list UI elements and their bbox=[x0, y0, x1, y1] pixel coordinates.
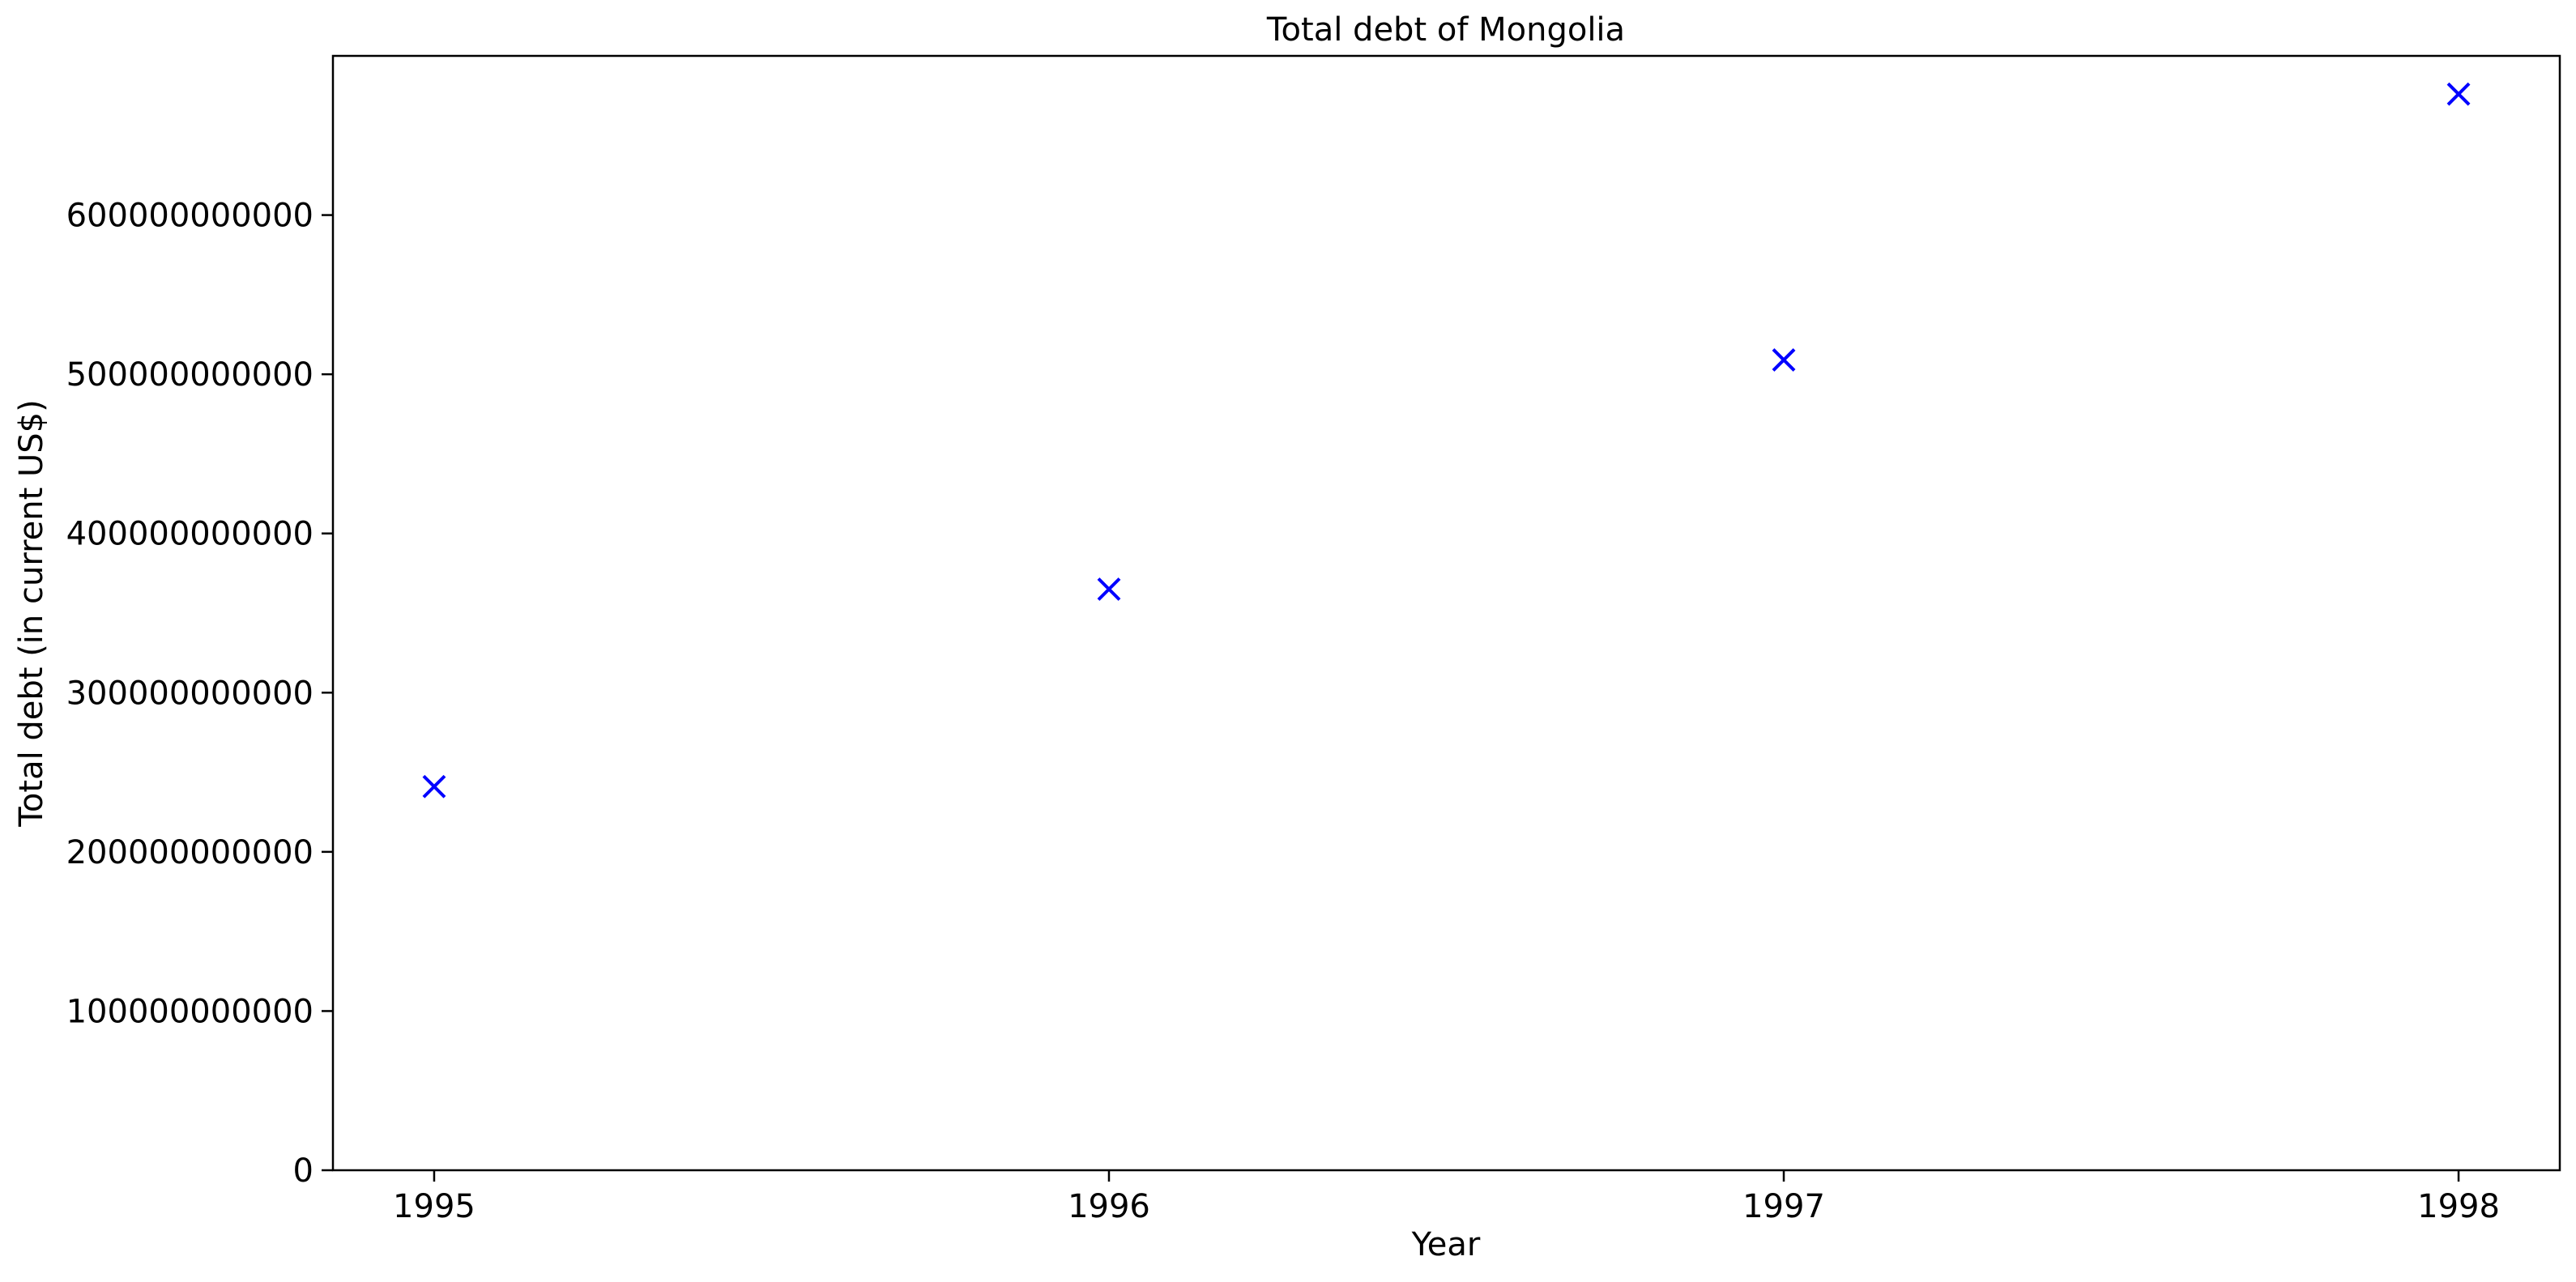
x-tick-label: 1995 bbox=[393, 1188, 476, 1225]
plot-area-frame bbox=[331, 54, 2561, 1172]
data-point-marker bbox=[422, 774, 446, 799]
marker-stroke bbox=[2446, 82, 2471, 106]
data-points bbox=[422, 82, 2471, 799]
y-tick-label: 200000000000 bbox=[66, 834, 313, 871]
y-tick-label: 500000000000 bbox=[66, 356, 313, 394]
y-tick-label: 300000000000 bbox=[66, 675, 313, 712]
data-point-marker bbox=[1097, 577, 1121, 601]
x-axis-title: Year bbox=[1411, 1226, 1481, 1263]
y-axis-title: Total debt (in current US$) bbox=[13, 399, 50, 827]
marker-stroke bbox=[422, 774, 446, 799]
data-point-marker bbox=[2446, 82, 2471, 106]
x-tick-label: 1996 bbox=[1068, 1188, 1150, 1225]
x-tick-label: 1997 bbox=[1742, 1188, 1825, 1225]
x-axis: 1995 1996 1997 1998 bbox=[393, 1170, 2500, 1225]
y-tick-label: 400000000000 bbox=[66, 516, 313, 553]
y-axis: 0 100000000000 200000000000 300000000000 400… bbox=[66, 198, 333, 1190]
data-point-marker bbox=[1772, 348, 1796, 372]
chart-title: Total debt of Mongolia bbox=[1266, 11, 1625, 49]
marker-stroke bbox=[1772, 348, 1796, 372]
y-tick-label: 600000000000 bbox=[66, 198, 313, 235]
y-tick-label: 0 bbox=[293, 1152, 313, 1190]
marker-stroke bbox=[1097, 577, 1121, 601]
y-tick-label: 100000000000 bbox=[66, 993, 313, 1030]
x-tick-label: 1998 bbox=[2417, 1188, 2500, 1225]
